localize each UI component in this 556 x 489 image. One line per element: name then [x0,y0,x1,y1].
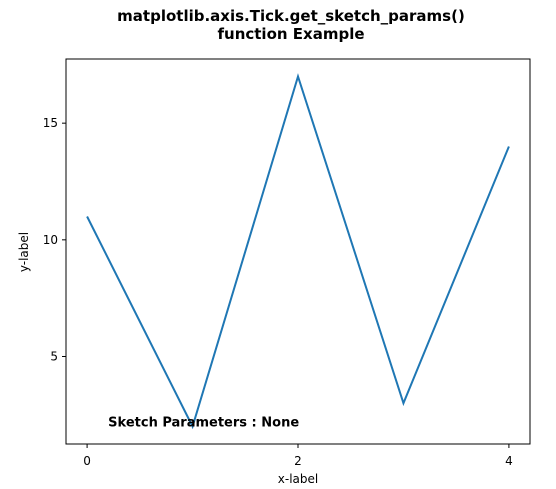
chart-title-line-2: function Example [217,25,364,43]
x-axis-label: x-label [278,472,318,486]
x-tick-label-2: 4 [505,454,513,468]
y-tick-label-1: 10 [43,233,58,247]
ticks-layer: 0 2 4 5 10 15 [43,116,513,468]
sketch-parameters-annotation: Sketch Parameters : None [108,416,299,431]
y-axis-label: y-label [17,232,31,272]
series-layer [86,73,510,430]
chart-title-line-1: matplotlib.axis.Tick.get_sketch_params() [117,7,465,25]
y-tick-label-0: 5 [50,350,58,364]
x-tick-label-1: 2 [294,454,302,468]
x-tick-label-0: 0 [83,454,91,468]
axes-frame [65,58,531,445]
y-tick-label-2: 15 [43,116,58,130]
series-line-0 [86,73,510,430]
